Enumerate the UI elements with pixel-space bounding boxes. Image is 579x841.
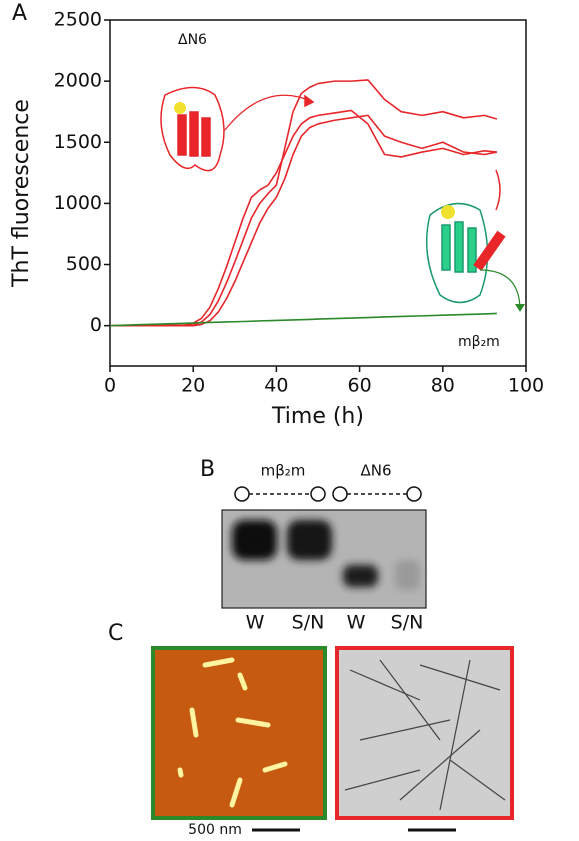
series-line [110, 79, 498, 327]
x-tick-label: 60 [348, 375, 372, 397]
panel-label: B [200, 457, 215, 482]
x-tick-label: 100 [508, 375, 544, 397]
y-tick-label: 2500 [54, 9, 102, 31]
annotation: ΔN6 [178, 32, 207, 48]
x-tick-label: 0 [104, 375, 116, 397]
lane-label: W [347, 612, 366, 634]
lane-label: W [246, 612, 265, 634]
y-tick-label: 0 [90, 314, 102, 336]
afm-image [151, 646, 327, 820]
plot-frame [109, 19, 527, 367]
scale-label: 500 nm [188, 822, 242, 838]
dn6-structure [160, 86, 315, 172]
series-line [109, 312, 497, 327]
x-axis-title: Time (h) [271, 404, 364, 429]
lane-markers [234, 486, 422, 502]
x-tick-label: 80 [431, 375, 455, 397]
gel [221, 509, 427, 609]
y-tick-label: 2000 [54, 70, 102, 92]
panel-label: C [108, 621, 123, 646]
x-tick-label: 20 [181, 375, 205, 397]
panel-label: A [12, 1, 27, 26]
y-axis-title: ThT fluorescence [9, 99, 34, 288]
series-line [110, 109, 497, 327]
lane-label: S/N [292, 612, 325, 634]
group-label: mβ₂m [261, 462, 306, 480]
em-image [335, 646, 514, 820]
y-tick-label: 1500 [54, 131, 102, 153]
mb2m-structure [425, 169, 525, 312]
x-tick-label: 40 [264, 375, 288, 397]
annotation: mβ₂m [458, 334, 500, 350]
y-tick-label: 1000 [54, 192, 102, 214]
group-label: ΔN6 [360, 462, 391, 480]
lane-label: S/N [391, 612, 424, 634]
y-tick-label: 500 [66, 253, 102, 275]
